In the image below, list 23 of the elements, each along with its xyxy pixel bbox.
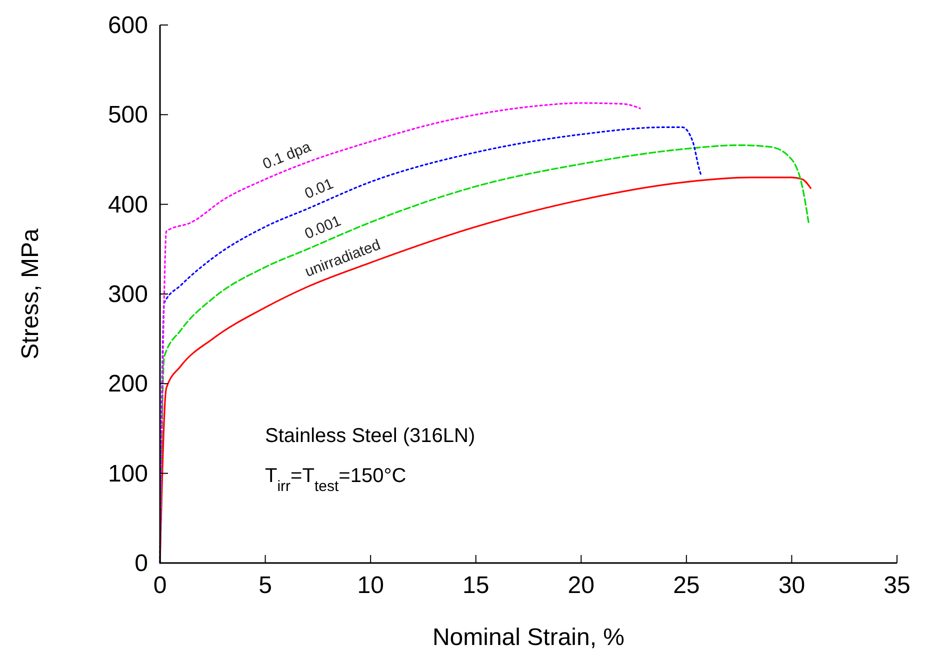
y-axis-title: Stress, MPa bbox=[17, 228, 44, 360]
annotation: T$_{irr}$=T$_{test}$=150°C bbox=[265, 465, 406, 494]
y-tick-label: 500 bbox=[108, 102, 148, 129]
y-tick-label: 400 bbox=[108, 191, 148, 218]
x-tick-label: 20 bbox=[568, 572, 594, 599]
x-tick-label: 5 bbox=[258, 572, 272, 599]
y-tick-label: 200 bbox=[108, 370, 148, 398]
x-tick-label: 35 bbox=[884, 572, 910, 599]
annotation: Stainless Steel (316LN) bbox=[265, 425, 476, 447]
x-axis-title: Nominal Strain, % bbox=[432, 624, 625, 651]
y-tick-label: 600 bbox=[108, 12, 148, 39]
text: 0.1 dpa bbox=[260, 138, 314, 173]
x-tick-label: 10 bbox=[357, 572, 384, 599]
x-tick-label: 25 bbox=[673, 572, 700, 599]
x-tick-label: 15 bbox=[462, 572, 490, 599]
y-tick-label: 0 bbox=[134, 550, 148, 577]
x-tick-label: 30 bbox=[778, 572, 806, 599]
y-tick-label: 300 bbox=[108, 281, 148, 308]
line-series bbox=[159, 102, 641, 564]
y-tick-label: 100 bbox=[108, 460, 148, 488]
text: 0.01 bbox=[302, 175, 336, 202]
x-tick-label: 0 bbox=[153, 572, 167, 599]
text: 0.001 bbox=[302, 212, 344, 243]
